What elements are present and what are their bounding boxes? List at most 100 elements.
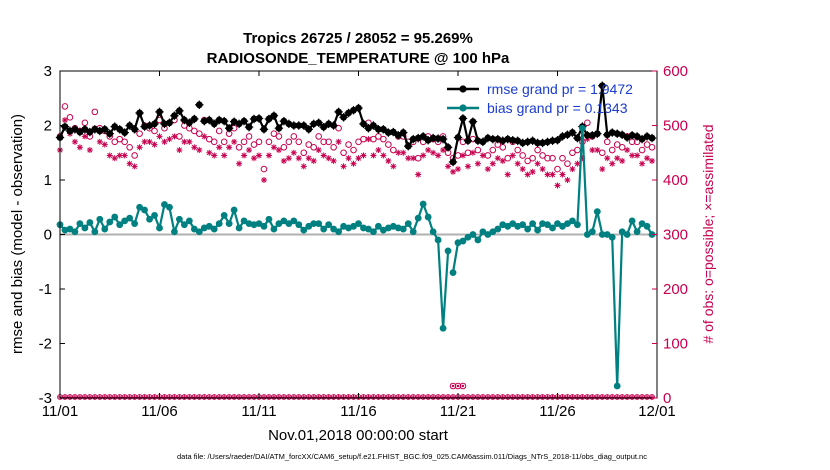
rmse-point bbox=[120, 128, 129, 137]
rmse-point bbox=[150, 119, 159, 129]
bias-point bbox=[628, 217, 636, 225]
bias-point bbox=[444, 247, 452, 255]
assimilated-obs-point bbox=[634, 152, 641, 159]
rmse-point bbox=[205, 115, 214, 125]
assimilated-obs-point bbox=[395, 149, 402, 156]
possible-obs-point bbox=[504, 154, 512, 162]
bias-point bbox=[171, 228, 178, 236]
possible-obs-point bbox=[375, 133, 382, 140]
assimilated-obs-point bbox=[604, 155, 611, 162]
bias-point bbox=[459, 237, 467, 245]
bias-point bbox=[414, 214, 422, 222]
assimilated-obs-point bbox=[335, 138, 342, 145]
possible-obs-point bbox=[598, 149, 606, 157]
possible-obs-point bbox=[489, 146, 497, 154]
possible-obs-point bbox=[385, 141, 392, 148]
possible-obs-point bbox=[519, 152, 526, 159]
rmse-point bbox=[304, 125, 313, 134]
bias-point bbox=[255, 220, 263, 228]
bias-point bbox=[180, 221, 188, 229]
assimilated-obs-point bbox=[549, 171, 556, 178]
possible-obs-point bbox=[111, 138, 119, 146]
assimilated-obs-point bbox=[136, 144, 143, 151]
assimilated-obs-point bbox=[121, 152, 128, 159]
bias-point bbox=[220, 212, 228, 219]
bias-point bbox=[71, 228, 79, 236]
rmse-point bbox=[155, 107, 164, 117]
bias-point bbox=[81, 224, 89, 232]
assimilated-obs-point bbox=[161, 138, 168, 145]
rmse-point bbox=[210, 119, 219, 129]
rmse-point bbox=[185, 118, 194, 127]
assimilated-obs-point bbox=[425, 147, 432, 154]
assimilated-obs-point bbox=[96, 138, 103, 145]
bias-point bbox=[260, 222, 268, 230]
bias-point bbox=[469, 231, 477, 238]
possible-obs-point bbox=[91, 108, 99, 116]
x-tick-label: 11/16 bbox=[340, 403, 376, 420]
assimilated-obs-point bbox=[489, 160, 496, 167]
assimilated-obs-point bbox=[166, 136, 173, 143]
bias-point bbox=[315, 220, 323, 228]
assimilated-obs-point bbox=[524, 171, 531, 178]
assimilated-obs-point bbox=[251, 155, 258, 162]
bias-point bbox=[300, 226, 308, 234]
assimilated-obs-point bbox=[330, 157, 337, 164]
assimilated-obs-point bbox=[260, 177, 267, 183]
assimilated-obs-point bbox=[649, 157, 656, 164]
rmse-point bbox=[60, 122, 70, 131]
bias-point bbox=[230, 206, 238, 214]
bias-point bbox=[474, 236, 482, 244]
assimilated-obs-point bbox=[380, 152, 387, 159]
assimilated-obs-point bbox=[445, 163, 452, 170]
bias-point bbox=[86, 219, 94, 226]
bias-point bbox=[275, 220, 283, 228]
assimilated-obs-point bbox=[310, 157, 317, 164]
y-left-tick-label: 2 bbox=[44, 118, 52, 135]
rmse-point bbox=[170, 111, 179, 120]
rmse-point bbox=[488, 134, 498, 144]
bias-point bbox=[176, 215, 183, 223]
possible-obs-point bbox=[285, 138, 293, 146]
assimilated-obs-point bbox=[484, 166, 491, 173]
assimilated-obs-point bbox=[176, 147, 183, 154]
bias-point bbox=[529, 220, 537, 228]
y-right-tick-label: 600 bbox=[663, 63, 688, 80]
assimilated-obs-point bbox=[111, 155, 118, 162]
possible-obs-point bbox=[514, 146, 522, 154]
rmse-point bbox=[190, 114, 199, 124]
rmse-point bbox=[105, 129, 114, 138]
possible-obs-point bbox=[618, 144, 626, 151]
possible-obs-point bbox=[235, 144, 243, 151]
rmse-point bbox=[453, 133, 463, 142]
rmse-point bbox=[165, 118, 174, 127]
rmse-point bbox=[598, 81, 607, 90]
possible-obs-point bbox=[454, 382, 462, 390]
rmse-point bbox=[418, 132, 428, 141]
possible-obs-point bbox=[529, 154, 536, 162]
y-right-tick-label: 200 bbox=[663, 281, 688, 298]
possible-obs-point bbox=[320, 138, 327, 146]
chart-title: Tropics 26725 / 28052 = 95.269% bbox=[243, 30, 473, 47]
assimilated-obs-point bbox=[464, 163, 471, 170]
rmse-point bbox=[269, 111, 279, 120]
rmse-point bbox=[279, 116, 289, 126]
assimilated-obs-point bbox=[295, 155, 302, 162]
rmse-point bbox=[463, 136, 473, 145]
bias-point bbox=[215, 220, 223, 228]
bias-point bbox=[76, 220, 84, 228]
bias-point bbox=[434, 236, 442, 244]
y-right-tick-label: 400 bbox=[663, 172, 688, 189]
rmse-point bbox=[617, 130, 627, 139]
assimilated-obs-point bbox=[614, 155, 621, 162]
possible-obs-point bbox=[121, 138, 128, 146]
bias-point bbox=[603, 231, 611, 238]
assimilated-obs-point bbox=[574, 160, 581, 167]
rmse-point bbox=[438, 134, 448, 144]
rmse-point bbox=[334, 107, 343, 117]
x-tick-label: 11/26 bbox=[539, 403, 575, 420]
bias-point bbox=[141, 206, 148, 214]
bias-point bbox=[439, 324, 447, 332]
possible-obs-point bbox=[330, 144, 337, 151]
rmse-point bbox=[354, 103, 363, 113]
